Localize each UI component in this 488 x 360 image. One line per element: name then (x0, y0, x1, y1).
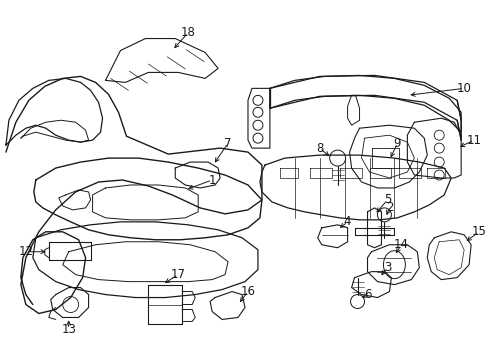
Text: 7: 7 (224, 137, 231, 150)
Text: 3: 3 (383, 261, 390, 274)
Text: 5: 5 (383, 193, 390, 206)
Text: 15: 15 (471, 225, 486, 238)
Text: 8: 8 (315, 141, 323, 155)
Text: 4: 4 (343, 215, 351, 228)
Text: 11: 11 (466, 134, 481, 147)
Text: 2: 2 (385, 201, 392, 215)
Text: 14: 14 (393, 238, 408, 251)
Text: 6: 6 (363, 288, 370, 301)
Text: 10: 10 (456, 82, 470, 95)
Text: 13: 13 (61, 323, 76, 336)
Text: 17: 17 (170, 268, 185, 281)
Text: 9: 9 (393, 137, 400, 150)
Text: 16: 16 (240, 285, 255, 298)
Text: 1: 1 (208, 174, 215, 186)
Text: 18: 18 (181, 26, 195, 39)
Text: 12: 12 (19, 245, 33, 258)
